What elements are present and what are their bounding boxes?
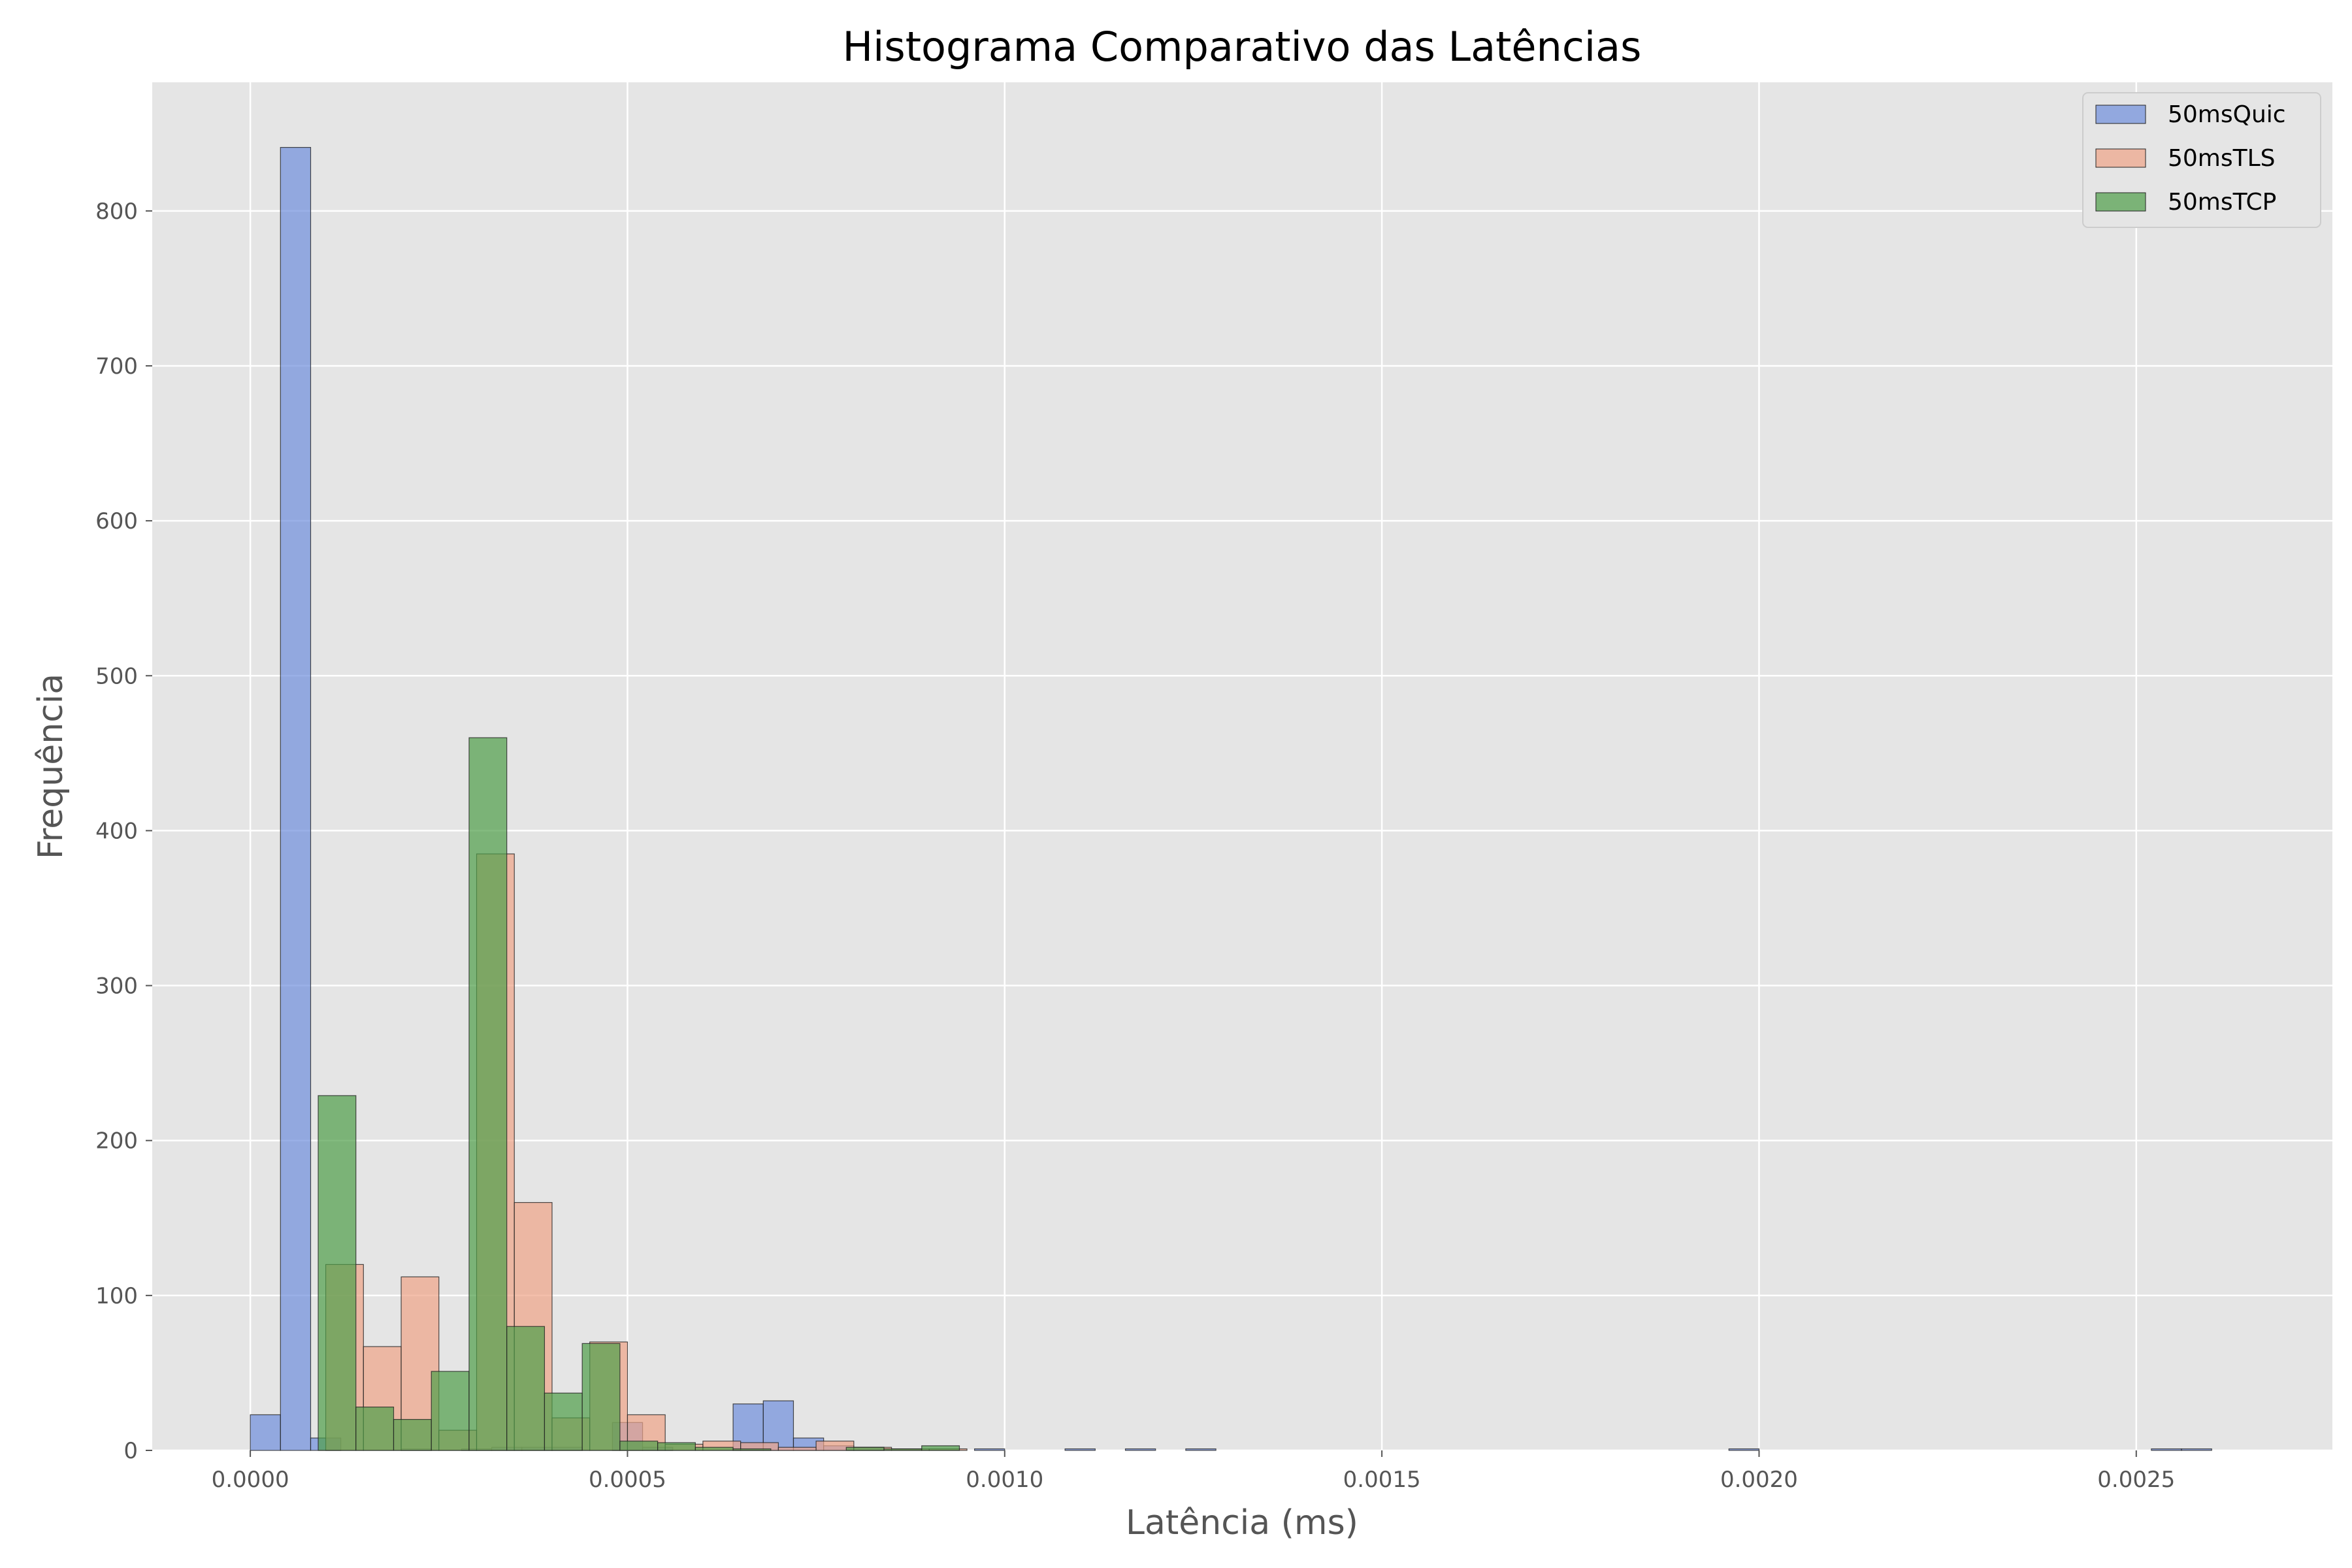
legend-swatch-50mstcp xyxy=(2095,192,2146,212)
legend: 50msQuic 50msTLS 50msTCP xyxy=(2082,92,2321,228)
histogram-bar-50msquic xyxy=(250,1414,281,1451)
y-axis-label: Frequência xyxy=(31,674,71,859)
y-tick-label: 600 xyxy=(95,508,138,534)
x-tick-label: 0.0020 xyxy=(1720,1467,1798,1493)
histogram-bar-50mstcp xyxy=(355,1406,395,1451)
histogram-bar-50mstcp xyxy=(581,1343,621,1451)
y-tick-label: 200 xyxy=(95,1128,138,1154)
histogram-bar-50mstcp xyxy=(732,1448,772,1451)
grid-lines xyxy=(152,82,2332,1452)
x-tick-label: 0.0025 xyxy=(2097,1467,2175,1493)
histogram-bar-50msquic xyxy=(2151,1448,2182,1451)
legend-label-50mstls: 50msTLS xyxy=(2168,145,2276,172)
histogram-bar-50msquic xyxy=(280,147,312,1451)
y-tick-label: 0 xyxy=(123,1438,138,1464)
y-tick-label: 400 xyxy=(95,818,138,844)
histogram-bar-50mstcp xyxy=(544,1392,583,1451)
histogram-bar-50msquic xyxy=(973,1448,1005,1451)
x-tick-label: 0.0015 xyxy=(1343,1467,1421,1493)
histogram-bar-50mstcp xyxy=(657,1442,696,1451)
histogram-bar-50mstcp xyxy=(883,1448,923,1451)
x-axis-ticks: 0.0000 0.0005 0.0010 0.0015 0.0020 0.0025 xyxy=(212,1450,2175,1493)
y-tick-label: 300 xyxy=(95,973,138,1000)
histogram-bar-50mstcp xyxy=(694,1446,734,1451)
y-tick-label: 500 xyxy=(95,663,138,689)
chart-title: Histograma Comparativo das Latências xyxy=(843,23,1642,71)
histogram-bars xyxy=(250,147,2212,1451)
histogram-bar-50msquic xyxy=(762,1400,794,1451)
histogram-bar-50mstcp xyxy=(619,1441,659,1451)
histogram-bar-50msquic xyxy=(1728,1448,1760,1451)
x-tick-label: 0.0005 xyxy=(589,1467,666,1493)
histogram-bar-50mstcp xyxy=(506,1326,546,1451)
histogram-bar-50mstcp xyxy=(468,737,508,1451)
histogram-bar-50mstcp xyxy=(431,1371,470,1451)
histogram-bar-50msquic xyxy=(1185,1448,1217,1451)
histogram-bar-50msquic xyxy=(1124,1448,1156,1451)
histogram-bar-50mstcp xyxy=(845,1446,885,1451)
histogram-bar-50msquic xyxy=(1064,1448,1096,1451)
histogram-bar-50mstls xyxy=(815,1441,855,1451)
y-tick-label: 100 xyxy=(95,1283,138,1309)
legend-label-50msquic: 50msQuic xyxy=(2168,101,2286,128)
x-tick-label: 0.0010 xyxy=(966,1467,1043,1493)
y-tick-label: 800 xyxy=(95,199,138,225)
x-tick-label: 0.0000 xyxy=(212,1467,289,1493)
series-50mstcp xyxy=(318,737,960,1451)
y-axis-ticks: 0 100 200 300 400 500 600 700 800 xyxy=(95,199,152,1464)
legend-label-50mstcp: 50msTCP xyxy=(2168,189,2276,216)
histogram-bar-50mstcp xyxy=(393,1418,432,1451)
legend-swatch-50msquic xyxy=(2095,105,2146,124)
legend-swatch-50mstls xyxy=(2095,148,2146,168)
histogram-bar-50mstcp xyxy=(318,1095,357,1451)
x-axis-label: Latência (ms) xyxy=(1126,1503,1358,1543)
histogram-bar-50msquic xyxy=(2181,1448,2212,1451)
histogram-bar-50mstcp xyxy=(921,1445,960,1451)
y-tick-label: 700 xyxy=(95,353,138,380)
histogram-bar-50mstls xyxy=(777,1446,817,1451)
